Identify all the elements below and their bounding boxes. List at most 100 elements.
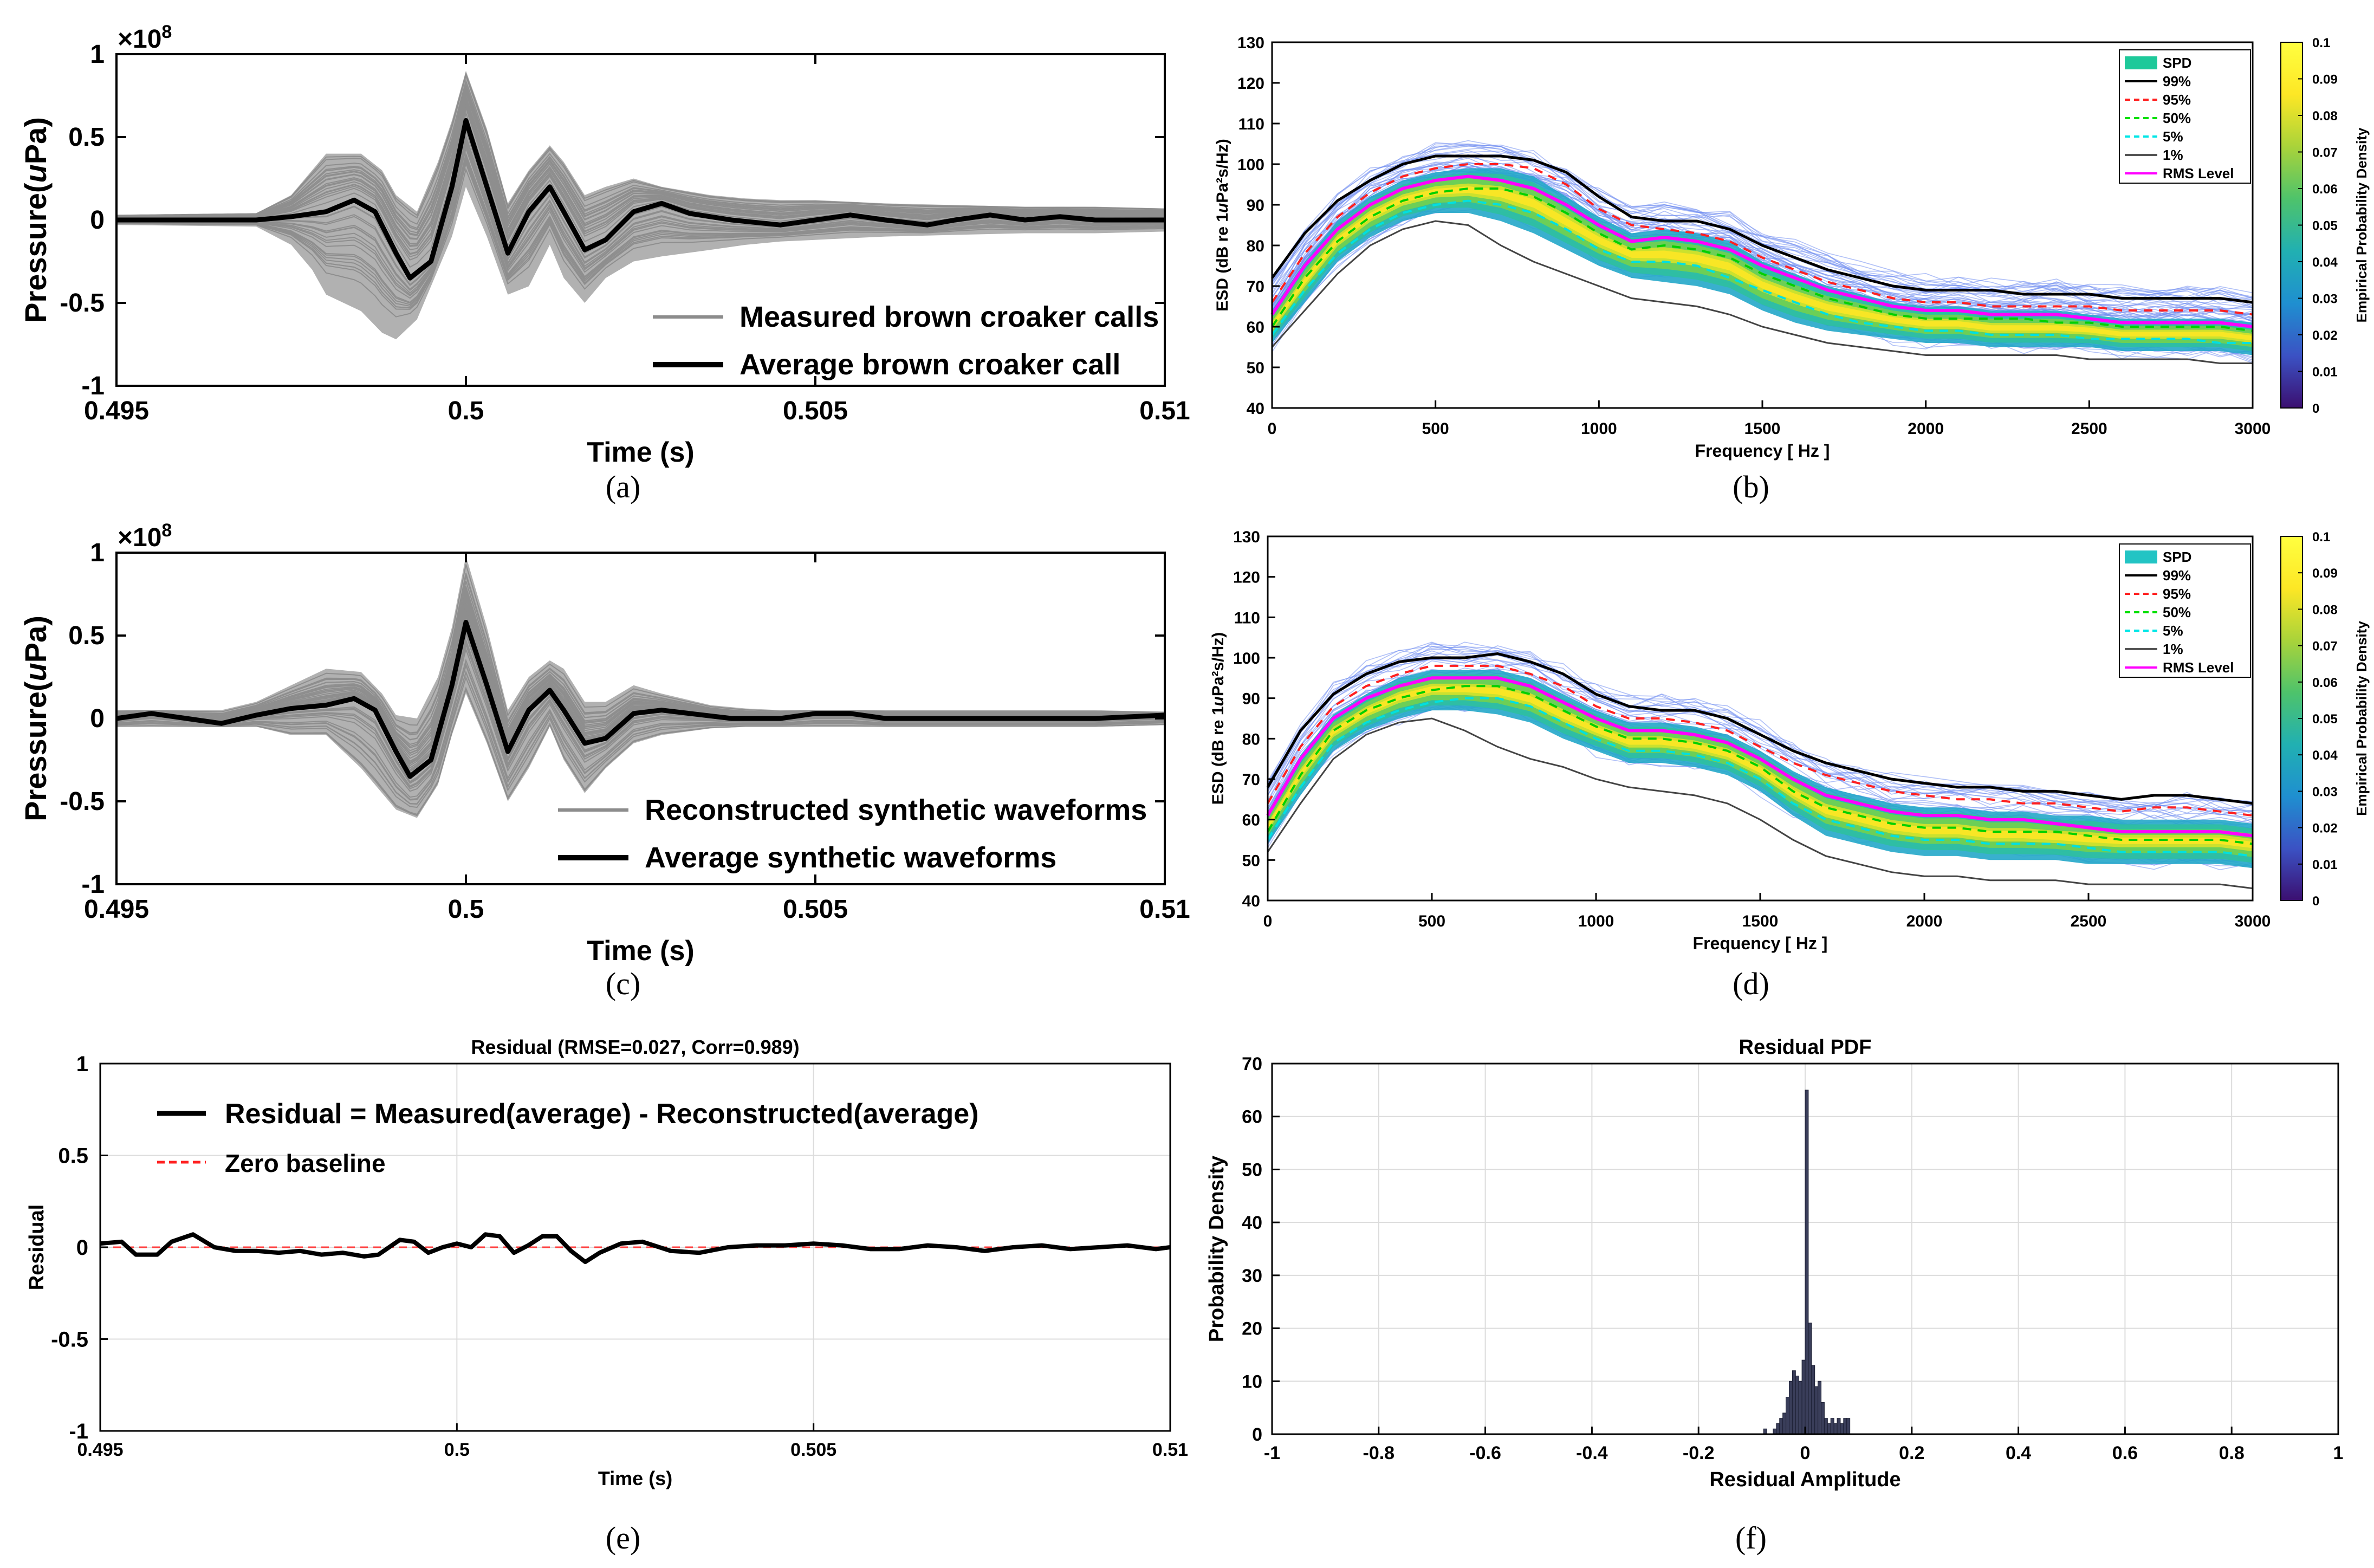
panel-label-a: (a) [606,469,640,504]
colorbar-tick-label: 0.1 [2312,36,2330,50]
x-tick-label: 0.505 [783,895,848,924]
y-axis-label: ESD (dB re 1uPa²s/Hz) [1209,632,1227,805]
percentile-line [1271,163,2253,316]
colorbar-tick-label: 0.01 [2312,365,2338,380]
measured-trace [116,581,1165,741]
x-tick-label: 0.505 [790,1440,836,1460]
measured-trace [116,564,1165,726]
residual-axes-frame [99,1062,1171,1432]
percentile-line [1266,652,2253,805]
histogram-bar [1805,1090,1809,1435]
measured-trace [116,141,1165,296]
y-tick-label: 130 [1233,528,1260,546]
y-tick-label: -0.5 [51,1328,88,1352]
legend-label: 95% [2163,92,2191,108]
legend-label: 5% [2163,128,2183,145]
colorbar-tick-label: 0.02 [2312,328,2338,343]
chart-title: Residual PDF [1739,1036,1872,1059]
measured-trace [116,686,1165,815]
measured-trace [116,167,1165,318]
percentile-line [1271,187,2253,332]
chart-title: Residual (RMSE=0.027, Corr=0.989) [471,1036,799,1058]
colorbar-tick-label: 0.09 [2312,73,2338,87]
residual-line [100,1232,1171,1265]
histogram-bar [1776,1423,1780,1435]
y-axis-label: ESD (dB re 1uPa²s/Hz) [1214,139,1231,311]
histogram-bar [1798,1381,1802,1435]
x-tick-label: 0 [1268,420,1277,438]
y-axis-label: Probability Density [1205,1156,1228,1342]
colorbar-tick-label: 0.1 [2312,530,2330,545]
x-tick-label: 3000 [2235,420,2271,438]
measured-trace [116,79,1165,225]
x-axis-label: Time (s) [587,935,694,967]
legend-label: 50% [2163,604,2191,620]
spd-trace [1272,144,2253,297]
y-tick-label: 0.5 [58,1144,88,1168]
panel-label-d: (d) [1733,966,1769,1001]
colorbar-label: Empirical Probability Density [2353,127,2370,322]
legend-label: Residual = Measured(average) - Reconstru… [225,1098,979,1130]
measured-trace [116,676,1165,808]
spd-band [1272,173,2253,352]
measured-trace [116,83,1165,231]
spd-trace [1267,643,2253,809]
panel-c: 0.495 0.5 0.505 0.51 1 0.5 0 -0.5 -1 ×108 Time (s)… [18,520,1190,967]
colorbar-tick-label: 0.07 [2312,639,2338,654]
measured-trace [116,88,1165,236]
legend-label: SPD [2163,55,2191,71]
y-tick-label: 0 [90,704,105,733]
x-tick-label: 1000 [1581,420,1617,438]
panel-d: 0 500 1000 1500 2000 2500 30001301201101009080… [1209,528,2370,953]
spd-trace [1267,653,2253,821]
colorbar-tick-label: 0 [2312,894,2319,909]
wave-c-axes-frame [115,552,1166,885]
legend-label: Measured brown croaker calls [740,301,1159,333]
histogram-bar [1840,1423,1844,1435]
histogram-axes-frame [1271,1062,2339,1435]
y-tick-label: 70 [1242,1054,1262,1074]
x-tick-label: 500 [1418,912,1445,930]
y-axis-label: Pressure(uPa) [18,615,53,821]
x-tick-label: -1 [1264,1443,1280,1463]
x-tick-label: 0.495 [77,1440,123,1460]
x-tick-label: 500 [1422,420,1449,438]
histogram-bar [1801,1359,1806,1435]
legend-label: Reconstructed synthetic waveforms [645,794,1147,826]
y-tick-label: 110 [1238,115,1264,133]
colorbar-tick-label: 0.06 [2312,676,2338,690]
panel-b: 0 500 1000 1500 2000 2500 30001301201101009080… [1214,34,2370,461]
percentile-line [1271,199,2253,344]
x-tick-label: 0 [1263,912,1273,930]
percentile-line [1266,676,2253,838]
y-tick-label: 1 [76,1052,88,1076]
legend-label: SPD [2163,549,2191,565]
y-tick-label: 0.5 [68,123,105,152]
y-tick-label: -1 [81,372,105,400]
y-tick-label: 30 [1242,1266,1262,1286]
measured-trace [116,139,1165,294]
percentile-line [1271,220,2253,364]
measured-envelope [116,556,1165,818]
x-tick-label: 2000 [1906,912,1943,930]
panel-label-b: (b) [1733,469,1769,504]
legend-label: RMS Level [2163,165,2234,182]
x-tick-label: 0.51 [1152,1440,1188,1460]
x-tick-label: 0.505 [783,397,848,425]
panel-a: 0.495 0.5 0.505 0.51 1 0.5 0 -0.5 -1 ×108 Time (s)… [18,22,1190,468]
spd-trace [1267,657,2253,815]
legend-label: 1% [2163,147,2183,163]
measured-trace [116,74,1165,219]
spd-trace [1267,642,2253,811]
y-tick-label: 120 [1237,75,1264,93]
measured-trace [116,647,1165,792]
legend-label: 99% [2163,567,2191,584]
measured-trace [116,155,1165,306]
colorbar-tick-label: 0.01 [2312,858,2338,872]
histogram-bar [1786,1397,1789,1435]
colorbar-tick-label: 0.07 [2312,146,2338,160]
histogram-bar [1795,1376,1799,1435]
spd-d-axes-frame [1267,535,2254,902]
legend-swatch [2125,56,2157,69]
y-tick-label: 1 [90,40,105,69]
